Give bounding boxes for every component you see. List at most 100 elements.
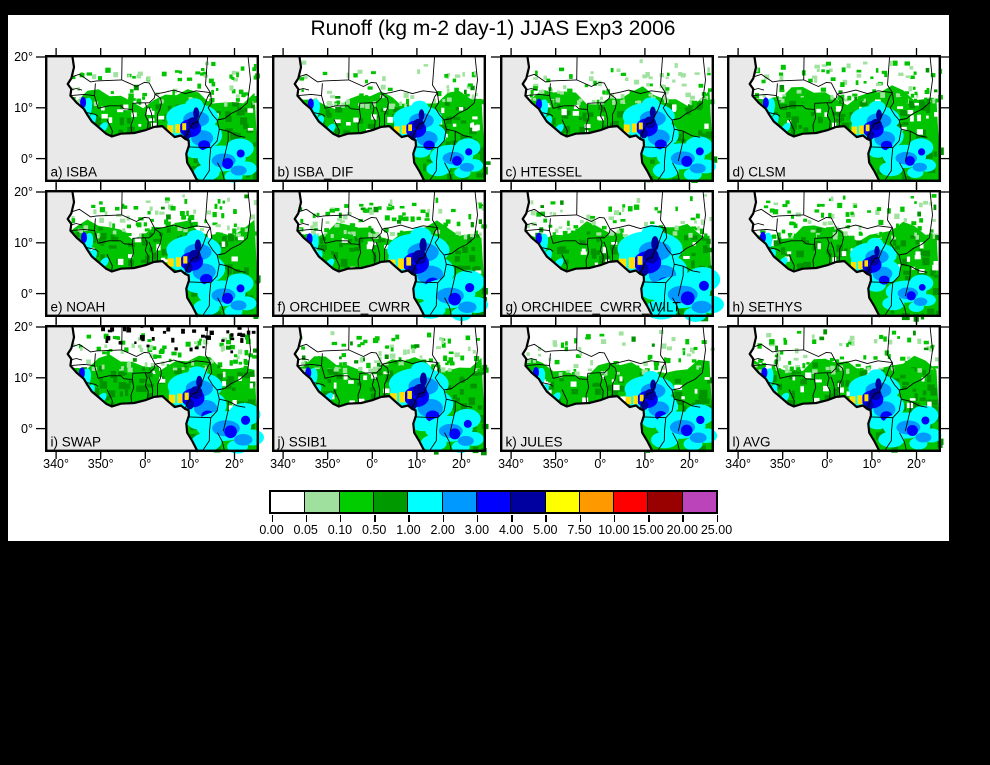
panel-frame bbox=[272, 325, 487, 452]
colorbar-label: 7.50 bbox=[567, 523, 592, 537]
colorbar-segment bbox=[511, 492, 546, 512]
panel-label: h) SETHYS bbox=[733, 300, 803, 315]
colorbar-label: 0.05 bbox=[293, 523, 318, 537]
ocean bbox=[500, 325, 653, 452]
x-tick-label: 340° bbox=[725, 457, 752, 471]
panel-label: c) HTESSEL bbox=[506, 165, 583, 180]
colorbar-tick bbox=[511, 515, 513, 522]
colorbar-tick bbox=[374, 515, 376, 522]
colorbar-tick bbox=[613, 515, 616, 522]
x-tick-label: 0° bbox=[594, 457, 607, 471]
y-tick-label: 10° bbox=[14, 100, 33, 115]
colorbar-label: 4.00 bbox=[498, 523, 524, 537]
panel-frame bbox=[727, 55, 942, 182]
y-tick-label: 0° bbox=[21, 421, 33, 436]
panel-frame bbox=[272, 190, 487, 317]
map-panel-e: e) NOAH bbox=[36, 183, 261, 324]
axis-ticks bbox=[263, 318, 463, 459]
axis-ticks bbox=[491, 318, 691, 459]
figure-canvas: Runoff (kg m-2 day-1) JJAS Exp3 2006 a) … bbox=[8, 15, 950, 541]
panel-frame bbox=[727, 190, 942, 317]
x-tick-label: 0° bbox=[366, 457, 379, 471]
coastline bbox=[521, 324, 654, 453]
panel-label: j) SSIB1 bbox=[277, 435, 328, 450]
colorbar-label: 0.00 bbox=[259, 523, 284, 537]
panel-label: k) JULES bbox=[506, 435, 563, 450]
colorbar-segment bbox=[648, 492, 683, 512]
x-tick-label: 0° bbox=[139, 457, 152, 471]
colorbar-segment bbox=[545, 492, 580, 512]
panel-label: g) ORCHIDEE_CWRR_WILT bbox=[506, 300, 681, 315]
panel-label: d) CLSM bbox=[733, 165, 786, 180]
colorbar-segment bbox=[682, 492, 717, 512]
coastline bbox=[66, 189, 199, 318]
coastline bbox=[293, 324, 426, 453]
y-tick-label: 0° bbox=[21, 286, 33, 301]
map-panel-l: l) AVG bbox=[718, 318, 950, 459]
map-panel-d: d) CLSM bbox=[718, 48, 950, 189]
x-tick-label: 350° bbox=[542, 457, 569, 471]
colorbar-label: 3.00 bbox=[464, 523, 490, 537]
coastline bbox=[521, 189, 654, 318]
colorbar-tick bbox=[682, 515, 684, 522]
colorbar-label: 1.00 bbox=[396, 523, 421, 537]
y-tick-label: 10° bbox=[14, 370, 33, 385]
x-tick-label: 340° bbox=[43, 457, 70, 471]
map-panel-svg: f) ORCHIDEE_CWRR bbox=[263, 183, 489, 324]
colorbar-tick bbox=[648, 515, 650, 522]
x-tick-label: 350° bbox=[769, 457, 796, 471]
coastline bbox=[521, 54, 654, 183]
coastline bbox=[748, 324, 881, 453]
colorbar-tick bbox=[545, 515, 547, 522]
coastline bbox=[66, 324, 199, 453]
colorbar-label: 10.00 bbox=[598, 523, 630, 537]
colorbar-segment bbox=[408, 492, 443, 512]
colorbar-tick bbox=[579, 515, 582, 522]
map-panel-svg: h) SETHYS bbox=[718, 183, 950, 324]
panel-frame bbox=[500, 325, 715, 452]
x-tick-label: 10° bbox=[407, 457, 427, 471]
x-tick-label: 20° bbox=[225, 457, 244, 471]
ocean bbox=[272, 55, 425, 182]
x-tick-label: 350° bbox=[314, 457, 341, 471]
panel-frame bbox=[500, 190, 715, 317]
panel-label: b) ISBA_DIF bbox=[278, 165, 354, 180]
ocean bbox=[45, 325, 198, 452]
ocean bbox=[45, 55, 198, 182]
panel-frame bbox=[500, 55, 715, 182]
y-tick-label: 20° bbox=[14, 185, 33, 199]
ocean bbox=[727, 55, 880, 182]
x-tick-label: 350° bbox=[87, 457, 114, 471]
x-tick-label: 10° bbox=[635, 457, 655, 471]
map-panel-svg: d) CLSM bbox=[718, 48, 950, 189]
colorbar bbox=[269, 490, 718, 514]
panel-label: l) AVG bbox=[733, 435, 771, 450]
map-panel-svg: b) ISBA_DIF bbox=[263, 48, 491, 189]
coastline bbox=[748, 189, 881, 318]
colorbar-segment bbox=[271, 492, 306, 512]
panel-frame bbox=[727, 325, 942, 452]
map-panel-i: i) SWAP bbox=[36, 318, 264, 459]
map-panel-svg: c) HTESSEL bbox=[491, 48, 718, 189]
panel-label: e) NOAH bbox=[51, 300, 106, 315]
x-tick-label: 20° bbox=[907, 457, 926, 471]
x-tick-label: 0° bbox=[821, 457, 834, 471]
colorbar-label: 25.00 bbox=[700, 523, 733, 537]
map-panel-g: g) ORCHIDEE_CWRR_WILT bbox=[491, 183, 724, 324]
colorbar-segment bbox=[614, 492, 649, 512]
colorbar-label: 15.00 bbox=[632, 523, 664, 537]
colorbar-tick bbox=[476, 515, 479, 522]
map-panel-f: f) ORCHIDEE_CWRR bbox=[263, 183, 489, 324]
colorbar-tick bbox=[305, 515, 308, 522]
ocean bbox=[272, 325, 425, 452]
colorbar-label: 0.10 bbox=[327, 523, 353, 537]
map-panel-svg: k) JULES bbox=[491, 318, 718, 459]
map-panel-svg: i) SWAP bbox=[36, 318, 264, 459]
map-panel-j: j) SSIB1 bbox=[263, 318, 489, 459]
map-panel-svg: j) SSIB1 bbox=[263, 318, 489, 459]
colorbar-segment bbox=[305, 492, 340, 512]
panel-frame bbox=[45, 325, 260, 452]
figure-title: Runoff (kg m-2 day-1) JJAS Exp3 2006 bbox=[310, 17, 676, 40]
colorbar-segment bbox=[476, 492, 512, 512]
